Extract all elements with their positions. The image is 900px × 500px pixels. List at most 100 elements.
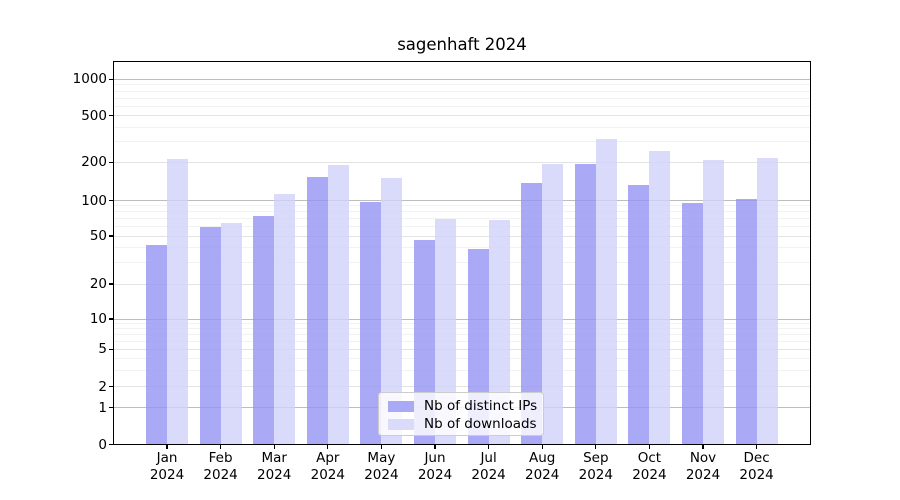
x-label-year: 2024	[739, 467, 774, 483]
gridline-minor	[114, 334, 810, 336]
x-label-year: 2024	[364, 467, 399, 483]
x-label-month: Jan	[156, 450, 178, 466]
gridline-minor	[114, 141, 810, 143]
y-tick-label: 1000	[72, 71, 107, 88]
bar-distinct-ips-feb	[199, 226, 221, 444]
chart-title: sagenhaft 2024	[397, 35, 527, 54]
y-tick-label: 5	[98, 341, 107, 358]
y-tick	[109, 161, 113, 163]
gridline-minor	[114, 323, 810, 325]
x-tick	[487, 445, 490, 449]
gridline-decade	[114, 78, 810, 80]
gridline-minor	[114, 328, 810, 330]
bar-downloads-mar	[274, 194, 296, 444]
x-label-year: 2024	[149, 467, 185, 483]
gridline	[114, 235, 810, 237]
bar-downloads-may	[381, 178, 403, 444]
gridline-minor	[114, 226, 810, 228]
y-tick-label: 200	[81, 154, 107, 171]
bar-distinct-ips-nov	[682, 203, 703, 444]
gridline	[114, 386, 810, 388]
y-tick	[109, 283, 113, 285]
x-label-year: 2024	[471, 467, 506, 483]
x-tick-label-feb: Feb 2024	[189, 450, 253, 484]
y-tick-label: 1	[98, 399, 107, 416]
x-label-year: 2024	[685, 467, 721, 483]
gridline-minor	[114, 205, 810, 207]
x-label-month: Mar	[261, 450, 287, 466]
legend-item-downloads: Nb of downloads	[388, 415, 537, 433]
x-tick	[541, 445, 543, 449]
x-label-year: 2024	[417, 467, 453, 483]
x-tick	[648, 445, 651, 449]
gridline	[114, 283, 810, 285]
legend-item-distinct-ips: Nb of distinct IPs	[388, 397, 538, 415]
x-label-month: Jul	[480, 450, 497, 466]
bar-downloads-nov	[703, 159, 724, 444]
x-tick	[327, 445, 329, 449]
y-tick-label: 2	[98, 378, 107, 395]
gridline-minor	[114, 262, 810, 264]
bar-distinct-ips-sep	[574, 163, 596, 444]
y-tick-label: 500	[81, 107, 107, 124]
legend: Nb of distinct IPs Nb of downloads	[378, 392, 544, 436]
x-label-month: Jun	[424, 450, 446, 466]
gridline-minor	[114, 211, 810, 213]
bar-distinct-ips-dec	[735, 199, 757, 444]
y-tick	[109, 235, 113, 237]
x-tick-label-nov: Nov 2024	[671, 450, 735, 484]
x-label-month: Feb	[208, 450, 233, 466]
y-tick	[109, 407, 113, 409]
x-tick	[755, 445, 758, 449]
gridline-minor	[114, 90, 810, 92]
gridline	[114, 161, 810, 163]
y-tick	[109, 115, 113, 117]
x-tick	[166, 445, 168, 449]
x-tick	[219, 445, 222, 449]
x-tick-label-aug: Aug 2024	[510, 450, 574, 484]
bar-distinct-ips-aug	[521, 182, 543, 444]
bar-downloads-apr	[327, 165, 349, 444]
x-tick-label-may: May 2024	[349, 450, 413, 484]
bar-distinct-ips-jan	[146, 245, 167, 444]
gridline	[114, 115, 810, 117]
bar-downloads-jun	[435, 218, 456, 444]
y-tick	[109, 443, 113, 446]
x-tick-label-jun: Jun 2024	[403, 450, 467, 484]
gridline-minor	[114, 97, 810, 99]
bar-distinct-ips-oct	[628, 185, 650, 444]
x-label-month: Dec	[743, 450, 770, 466]
bar-downloads-feb	[220, 222, 242, 444]
legend-label-downloads: Nb of downloads	[424, 416, 537, 432]
x-label-month: Aug	[529, 450, 556, 466]
bar-downloads-aug	[542, 163, 564, 444]
x-label-year: 2024	[203, 467, 238, 483]
x-label-year: 2024	[632, 467, 667, 483]
gridline-minor	[114, 218, 810, 220]
x-tick-label-apr: Apr 2024	[296, 450, 360, 484]
legend-label-distinct-ips: Nb of distinct IPs	[424, 398, 538, 414]
x-tick	[595, 445, 597, 449]
bar-downloads-oct	[649, 150, 671, 444]
bar-distinct-ips-mar	[253, 215, 275, 444]
x-label-month: Apr	[316, 450, 340, 466]
y-tick	[109, 199, 113, 202]
y-tick-label: 0	[98, 436, 107, 453]
y-tick-label: 20	[89, 276, 107, 292]
y-tick-label: 10	[89, 311, 107, 327]
y-tick	[109, 318, 113, 320]
x-tick	[273, 445, 275, 449]
x-label-month: Nov	[689, 450, 717, 466]
bar-distinct-ips-may	[360, 202, 382, 444]
x-label-year: 2024	[525, 467, 560, 483]
gridline-minor	[114, 247, 810, 249]
gridline-minor	[114, 357, 810, 359]
legend-swatch-downloads	[388, 418, 414, 430]
y-tick-label: 100	[81, 192, 107, 209]
x-label-year: 2024	[257, 467, 292, 483]
x-tick	[380, 445, 383, 449]
gridline-decade	[114, 200, 810, 201]
x-tick	[434, 445, 436, 449]
x-tick-label-dec: Dec 2024	[725, 450, 789, 484]
